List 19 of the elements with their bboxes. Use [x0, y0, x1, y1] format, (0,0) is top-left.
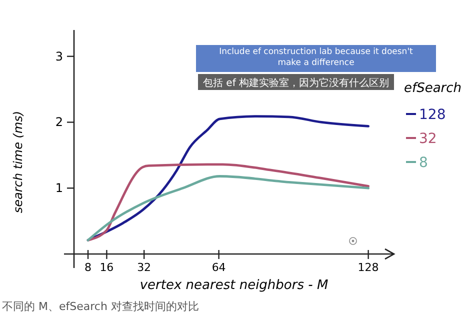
- annotation: 包括 ef 构建实验室，因为它没有什么区别: [202, 77, 390, 89]
- x-tick-label: 8: [84, 261, 92, 274]
- annotation: Include ef construction lab because it doesn't make a difference: [219, 47, 414, 68]
- legend-label: 128: [419, 107, 446, 123]
- y-tick-label: 2: [55, 115, 63, 130]
- y-tick-label: 3: [55, 49, 63, 64]
- legend-label: 32: [419, 131, 437, 147]
- x-axis-title: vertex nearest neighbors - M: [140, 278, 328, 293]
- legend-title: efSearch: [404, 81, 462, 96]
- x-tick-label: 32: [137, 261, 152, 274]
- legend-label: 8: [419, 155, 428, 171]
- x-tick-label: 64: [212, 261, 226, 274]
- text: 不同的 M、efSearch 对查找时间的对比: [2, 300, 199, 313]
- line-series: [86, 163, 370, 242]
- y-axis-title: search time (ms): [11, 110, 25, 214]
- x-tick-label: 128: [358, 261, 379, 274]
- line-series: [86, 175, 370, 242]
- y-tick-label: 1: [55, 181, 63, 196]
- x-tick-label: 16: [100, 261, 114, 274]
